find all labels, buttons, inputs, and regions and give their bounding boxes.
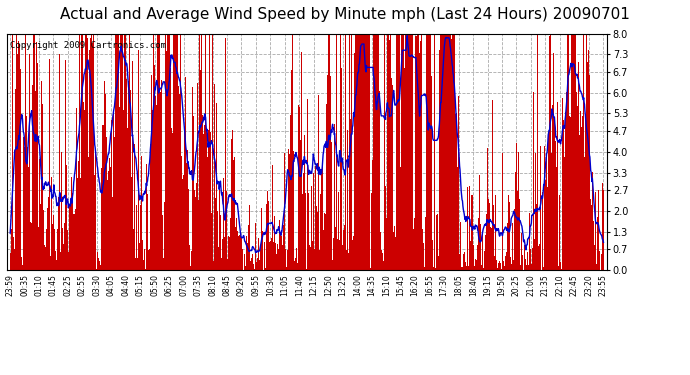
Text: Copyright 2009 Cartronics.com: Copyright 2009 Cartronics.com <box>10 41 166 50</box>
Text: Actual and Average Wind Speed by Minute mph (Last 24 Hours) 20090701: Actual and Average Wind Speed by Minute … <box>60 8 630 22</box>
